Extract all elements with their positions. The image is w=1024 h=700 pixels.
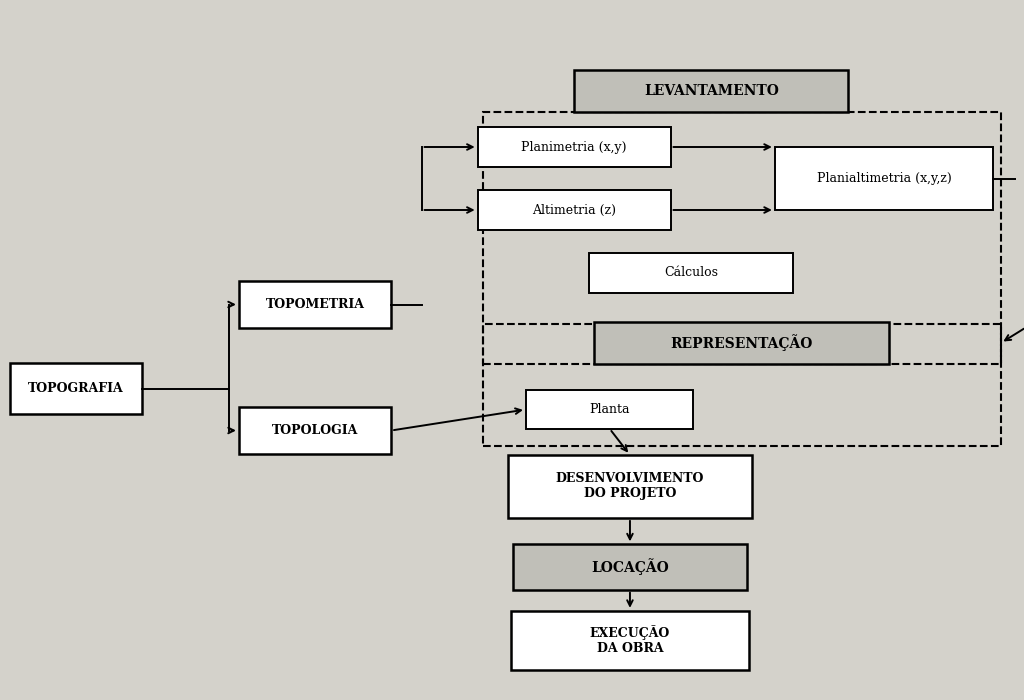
Text: REPRESENTAÇÃO: REPRESENTAÇÃO bbox=[671, 335, 813, 351]
Bar bbox=[477, 127, 671, 167]
Text: LOCAÇÃO: LOCAÇÃO bbox=[591, 559, 669, 575]
Text: TOPOGRAFIA: TOPOGRAFIA bbox=[29, 382, 124, 395]
Bar bbox=[482, 112, 1000, 364]
Text: Planialtimetria (x,y,z): Planialtimetria (x,y,z) bbox=[816, 172, 951, 185]
Text: TOPOMETRIA: TOPOMETRIA bbox=[265, 298, 365, 311]
Text: EXECUÇÃO
DA OBRA: EXECUÇÃO DA OBRA bbox=[590, 626, 670, 655]
Bar bbox=[239, 407, 391, 454]
Bar bbox=[775, 147, 993, 210]
Bar bbox=[594, 322, 889, 364]
Bar bbox=[482, 323, 1000, 447]
Bar bbox=[525, 391, 693, 428]
Bar bbox=[590, 253, 793, 293]
Bar bbox=[508, 455, 752, 518]
Text: DESENVOLVIMENTO
DO PROJETO: DESENVOLVIMENTO DO PROJETO bbox=[556, 473, 705, 500]
Bar bbox=[513, 545, 746, 589]
Text: TOPOLOGIA: TOPOLOGIA bbox=[271, 424, 358, 437]
Bar bbox=[477, 190, 671, 230]
Bar bbox=[10, 363, 142, 414]
Text: LEVANTAMENTO: LEVANTAMENTO bbox=[644, 84, 778, 98]
Text: Planta: Planta bbox=[590, 403, 630, 416]
Text: Altimetria (z): Altimetria (z) bbox=[532, 204, 616, 216]
Text: Cálculos: Cálculos bbox=[664, 267, 718, 279]
Bar bbox=[574, 70, 849, 112]
Text: Planimetria (x,y): Planimetria (x,y) bbox=[521, 141, 627, 153]
Bar bbox=[239, 281, 391, 328]
Bar bbox=[511, 610, 750, 671]
